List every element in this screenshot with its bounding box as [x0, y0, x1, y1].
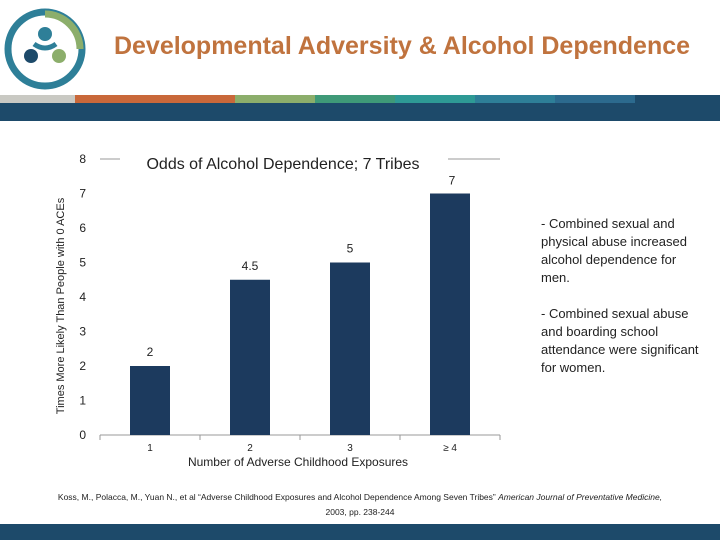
- stripe-segment: [635, 95, 720, 103]
- data-label: 4.5: [242, 259, 259, 273]
- bar: [230, 279, 270, 435]
- y-tick-label: 2: [79, 359, 86, 373]
- page-title: Developmental Adversity & Alcohol Depend…: [113, 32, 691, 60]
- stripe-segment: [75, 95, 155, 103]
- data-label: 5: [347, 242, 354, 256]
- chart-title: Odds of Alcohol Dependence; 7 Tribes: [146, 156, 419, 173]
- stripe-segment: [475, 95, 555, 103]
- x-tick-label: ≥ 4: [443, 443, 457, 454]
- organization-logo-icon: [4, 8, 86, 90]
- y-axis-label: Times More Likely Than People with 0 ACE…: [55, 197, 67, 414]
- bar: [330, 262, 370, 435]
- x-tick-label: 2: [247, 443, 253, 454]
- stripe-segment: [555, 95, 635, 103]
- x-tick-label: 3: [347, 443, 353, 454]
- x-axis-label: Number of Adverse Childhood Exposures: [188, 455, 408, 469]
- x-tick-label: 1: [147, 443, 153, 454]
- y-tick-label: 5: [79, 256, 86, 270]
- data-label: 2: [147, 345, 154, 359]
- color-stripe: [0, 95, 720, 103]
- bar: [430, 193, 470, 435]
- header-band: [0, 103, 720, 121]
- y-tick-label: 3: [79, 325, 86, 339]
- y-tick-label: 0: [79, 428, 86, 442]
- y-tick-label: 4: [79, 290, 86, 304]
- y-tick-label: 8: [79, 152, 86, 166]
- stripe-segment: [235, 95, 315, 103]
- stripe-segment: [0, 95, 75, 103]
- bar: [130, 366, 170, 435]
- footer-band: [0, 524, 720, 540]
- y-tick-label: 1: [79, 394, 86, 408]
- note-men: - Combined sexual and physical abuse inc…: [541, 216, 687, 285]
- bar-chart: Odds of Alcohol Dependence; 7 Tribes Tim…: [55, 152, 501, 469]
- citation: Koss, M., Polacca, M., Yuan N., et al “A…: [0, 490, 720, 520]
- citation-journal: American Journal of Preventative Medicin…: [498, 492, 663, 502]
- stripe-segment: [395, 95, 475, 103]
- y-tick-label: 7: [79, 187, 86, 201]
- y-tick-label: 6: [79, 221, 86, 235]
- citation-text: Koss, M., Polacca, M., Yuan N., et al “A…: [57, 492, 496, 502]
- note-women: - Combined sexual abuse and boarding sch…: [541, 306, 699, 375]
- citation-pages: 2003, pp. 238-244: [325, 507, 395, 517]
- notes-panel: - Combined sexual and physical abuse inc…: [541, 215, 701, 395]
- stripe-segment: [155, 95, 235, 103]
- stripe-segment: [315, 95, 395, 103]
- data-label: 7: [449, 174, 456, 188]
